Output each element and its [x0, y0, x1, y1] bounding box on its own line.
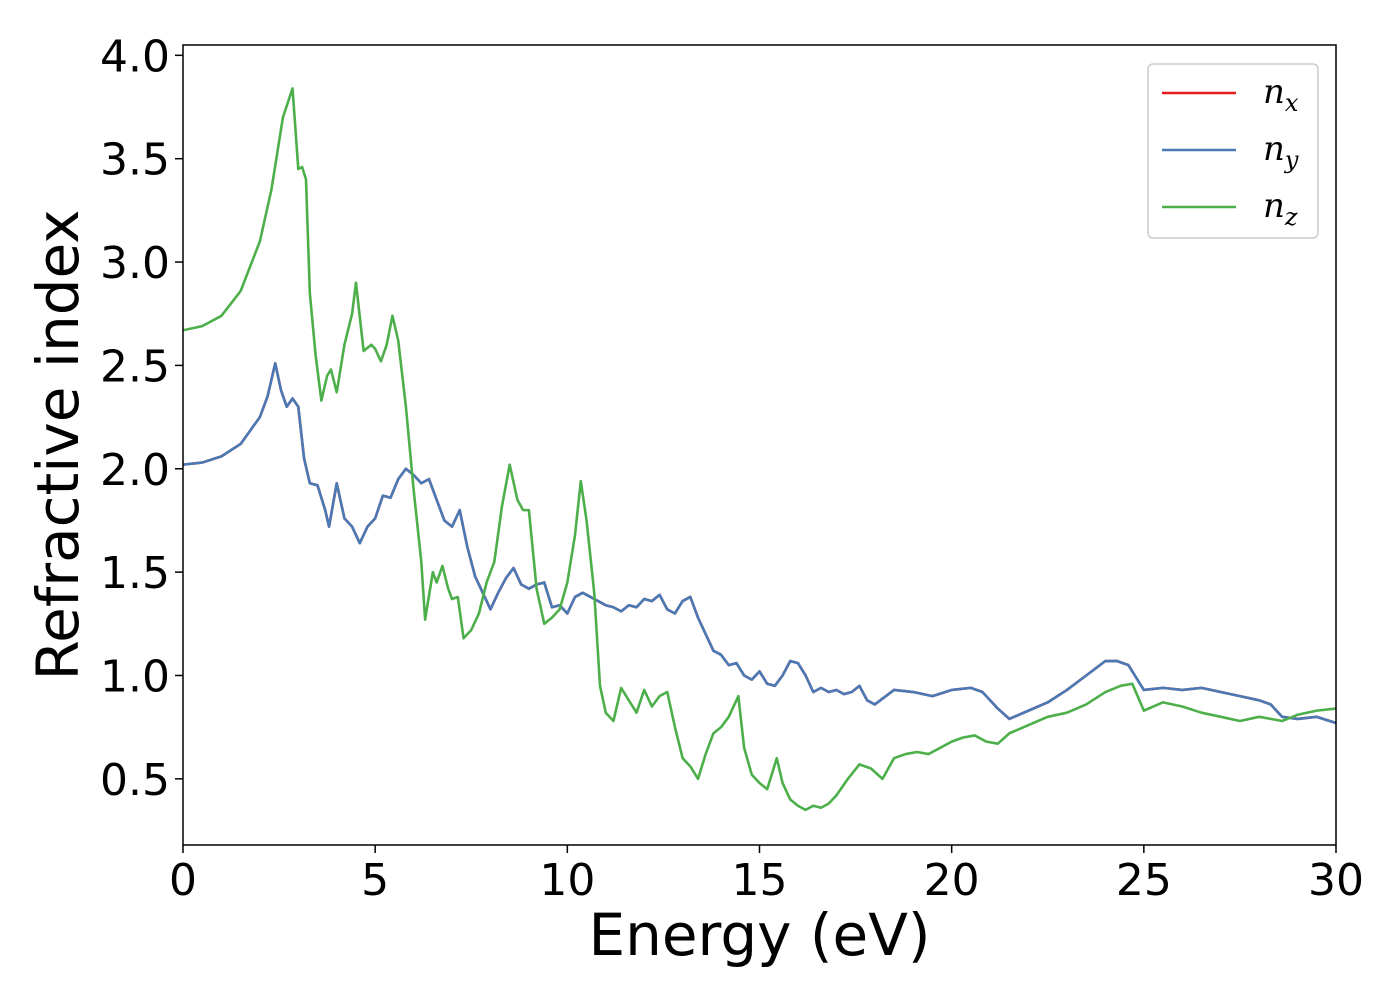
legend-label-subscript: z [1284, 203, 1298, 231]
y-tick-label: 4.0 [100, 31, 170, 82]
y-tick-label: 3.0 [100, 238, 170, 289]
x-tick-label: 15 [732, 855, 788, 906]
x-tick-label: 30 [1308, 855, 1364, 906]
x-axis-label: Energy (eV) [588, 901, 930, 969]
x-tick-label: 25 [1116, 855, 1172, 906]
x-tick-label: 5 [361, 855, 389, 906]
x-tick-label: 10 [539, 855, 595, 906]
legend-label-z: nz [1263, 186, 1298, 231]
legend-label-x: nx [1263, 72, 1299, 117]
x-axis-ticks: 0 5 10 15 20 25 30 [169, 845, 1364, 906]
legend-label-main: n [1263, 129, 1285, 169]
x-tick-label: 20 [924, 855, 980, 906]
legend-label-main: n [1263, 72, 1285, 112]
y-tick-label: 1.5 [100, 548, 170, 599]
y-tick-label: 0.5 [100, 755, 170, 806]
y-tick-label: 3.5 [100, 135, 170, 186]
series-line-x [183, 362, 1336, 725]
series-layer [183, 87, 1336, 812]
series-line-z [183, 87, 1336, 812]
legend-label-subscript: y [1284, 146, 1299, 174]
y-axis-label: Refractive index [24, 209, 92, 680]
legend-label-y: ny [1263, 129, 1299, 174]
y-axis-ticks: 0.5 1.0 1.5 2.0 2.5 3.0 3.5 4.0 [100, 31, 183, 806]
legend-label-main: n [1263, 186, 1285, 226]
legend-label-subscript: x [1285, 89, 1299, 117]
y-tick-label: 2.5 [100, 341, 170, 392]
series-line-y [183, 362, 1336, 725]
x-tick-label: 0 [169, 855, 197, 906]
y-tick-label: 2.0 [100, 445, 170, 496]
y-tick-label: 1.0 [100, 651, 170, 702]
